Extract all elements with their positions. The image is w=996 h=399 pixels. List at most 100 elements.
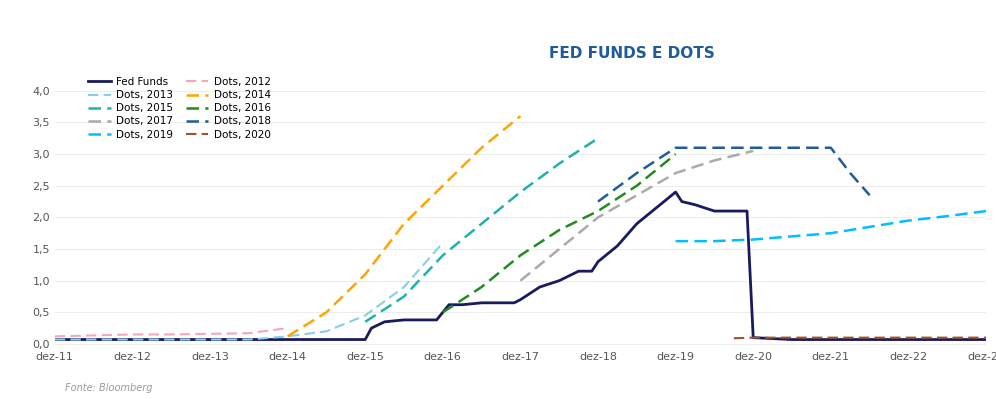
Dots, 2015 <box>592 136 604 141</box>
Dots, 2013 <box>282 334 294 339</box>
Fed Funds <box>443 302 455 307</box>
Dots, 2017 <box>515 278 527 283</box>
Dots, 2019 <box>825 231 837 235</box>
Dots, 2020 <box>902 335 914 340</box>
Fed Funds <box>165 337 177 342</box>
Dots, 2014 <box>515 114 527 119</box>
Line: Dots, 2014: Dots, 2014 <box>288 116 521 336</box>
Fed Funds <box>825 337 837 342</box>
Fed Funds <box>864 337 875 342</box>
Dots, 2012 <box>49 334 61 339</box>
Fed Funds <box>476 300 488 305</box>
Fed Funds <box>741 209 753 213</box>
Dots, 2017 <box>553 247 565 251</box>
Dots, 2016 <box>669 152 681 156</box>
Dots, 2018 <box>786 145 798 150</box>
Dots, 2018 <box>825 145 837 150</box>
Fed Funds <box>630 221 642 226</box>
Fed Funds <box>786 337 798 342</box>
Fed Funds <box>676 199 688 204</box>
Fed Funds <box>592 259 604 264</box>
Fed Funds <box>669 190 681 194</box>
Dots, 2020 <box>728 336 740 341</box>
Fed Funds <box>126 337 138 342</box>
Dots, 2014 <box>398 221 410 226</box>
Dots, 2013 <box>321 329 333 334</box>
Dots, 2020 <box>786 335 798 340</box>
Dots, 2019 <box>747 237 759 242</box>
Dots, 2013 <box>243 337 255 342</box>
Fed Funds <box>49 337 61 342</box>
Dots, 2012 <box>282 326 294 330</box>
Fed Funds <box>980 337 992 342</box>
Dots, 2015 <box>476 221 488 226</box>
Dots, 2018 <box>669 145 681 150</box>
Fed Funds <box>360 337 372 342</box>
Fed Funds <box>689 202 701 207</box>
Fed Funds <box>612 243 623 248</box>
Dots, 2016 <box>437 310 449 315</box>
Dots, 2013 <box>437 240 449 245</box>
Dots, 2014 <box>282 334 294 339</box>
Fed Funds <box>204 337 216 342</box>
Fed Funds <box>437 310 449 315</box>
Dots, 2016 <box>630 184 642 188</box>
Dots, 2015 <box>437 253 449 258</box>
Dots, 2019 <box>669 239 681 243</box>
Fed Funds <box>747 335 759 340</box>
Fed Funds <box>515 297 527 302</box>
Dots, 2015 <box>553 161 565 166</box>
Fed Funds <box>902 337 914 342</box>
Dots, 2015 <box>398 294 410 299</box>
Fed Funds <box>398 318 410 322</box>
Line: Dots, 2012: Dots, 2012 <box>55 328 288 336</box>
Dots, 2015 <box>360 320 372 324</box>
Text: FED FUNDS E DOTS: FED FUNDS E DOTS <box>549 46 715 61</box>
Dots, 2019 <box>708 239 720 243</box>
Line: Dots, 2016: Dots, 2016 <box>443 154 675 312</box>
Dots, 2020 <box>864 335 875 340</box>
Fed Funds <box>366 326 377 330</box>
Line: Dots, 2018: Dots, 2018 <box>598 148 870 201</box>
Fed Funds <box>941 337 953 342</box>
Dots, 2017 <box>630 193 642 198</box>
Dots, 2018 <box>864 193 875 198</box>
Dots, 2019 <box>864 225 875 229</box>
Fed Funds <box>728 209 740 213</box>
Dots, 2016 <box>476 284 488 289</box>
Fed Funds <box>340 337 352 342</box>
Line: Fed Funds: Fed Funds <box>55 192 986 340</box>
Dots, 2017 <box>592 215 604 220</box>
Fed Funds <box>508 300 520 305</box>
Dots, 2016 <box>553 228 565 233</box>
Dots, 2018 <box>630 171 642 176</box>
Dots, 2013 <box>126 337 138 342</box>
Dots, 2017 <box>669 171 681 176</box>
Dots, 2014 <box>321 310 333 315</box>
Dots, 2014 <box>476 145 488 150</box>
Line: Dots, 2019: Dots, 2019 <box>675 211 986 241</box>
Dots, 2012 <box>165 332 177 337</box>
Line: Dots, 2015: Dots, 2015 <box>366 138 598 322</box>
Dots, 2014 <box>437 184 449 188</box>
Dots, 2018 <box>845 171 857 176</box>
Dots, 2019 <box>786 234 798 239</box>
Dots, 2018 <box>747 145 759 150</box>
Fed Funds <box>534 284 546 289</box>
Text: Fonte: Bloomberg: Fonte: Bloomberg <box>65 383 152 393</box>
Dots, 2018 <box>708 145 720 150</box>
Dots, 2019 <box>980 209 992 213</box>
Fed Funds <box>708 209 720 213</box>
Fed Funds <box>650 205 662 210</box>
Line: Dots, 2013: Dots, 2013 <box>55 243 443 340</box>
Fed Funds <box>378 320 390 324</box>
Dots, 2018 <box>592 199 604 204</box>
Dots, 2013 <box>49 337 61 342</box>
Fed Funds <box>282 337 294 342</box>
Fed Funds <box>456 302 468 307</box>
Dots, 2013 <box>204 337 216 342</box>
Dots, 2017 <box>708 158 720 163</box>
Fed Funds <box>553 278 565 283</box>
Fed Funds <box>586 269 598 274</box>
Fed Funds <box>495 300 507 305</box>
